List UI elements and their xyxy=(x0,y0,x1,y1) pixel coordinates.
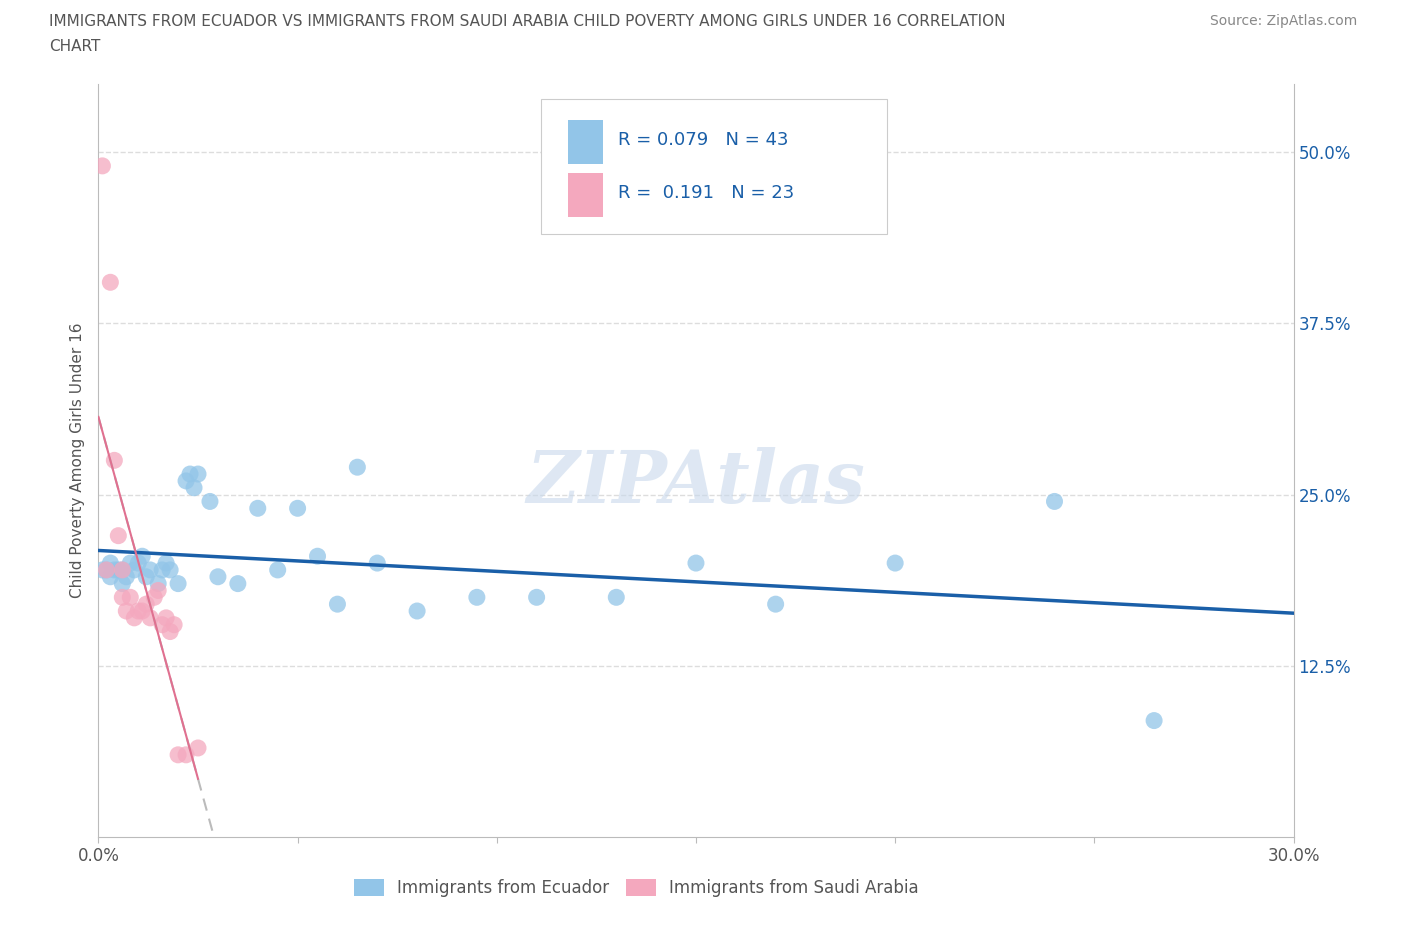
Point xyxy=(1043,494,1066,509)
Point xyxy=(174,473,197,488)
Point xyxy=(107,563,129,578)
Point xyxy=(187,740,209,755)
Point xyxy=(246,501,269,516)
Point xyxy=(287,501,309,516)
Point xyxy=(884,555,907,570)
Point xyxy=(115,569,138,584)
Point xyxy=(406,604,429,618)
Point xyxy=(103,453,125,468)
Point xyxy=(148,577,170,591)
Point xyxy=(226,577,249,591)
FancyBboxPatch shape xyxy=(568,173,603,217)
Point xyxy=(127,555,149,570)
Point xyxy=(198,494,221,509)
Point xyxy=(115,604,138,618)
Point xyxy=(139,610,162,625)
FancyBboxPatch shape xyxy=(568,120,603,165)
Point xyxy=(131,604,153,618)
Point xyxy=(91,158,114,173)
Point xyxy=(139,563,162,578)
Point xyxy=(150,618,173,632)
Point xyxy=(174,748,197,763)
Point xyxy=(131,549,153,564)
Text: R =  0.191   N = 23: R = 0.191 N = 23 xyxy=(619,184,794,202)
Point xyxy=(307,549,329,564)
Point xyxy=(465,590,488,604)
Point xyxy=(526,590,548,604)
Point xyxy=(150,563,173,578)
Point xyxy=(103,563,125,578)
Point xyxy=(605,590,627,604)
Point xyxy=(187,467,209,482)
Point xyxy=(127,604,149,618)
Point xyxy=(120,590,142,604)
Point xyxy=(183,480,205,495)
Point xyxy=(159,624,181,639)
Point xyxy=(124,563,146,578)
Point xyxy=(111,563,134,578)
Point xyxy=(366,555,388,570)
Point xyxy=(98,555,122,570)
Point xyxy=(96,563,118,578)
Text: CHART: CHART xyxy=(49,39,101,54)
Point xyxy=(91,563,114,578)
Point xyxy=(135,597,157,612)
Point xyxy=(765,597,787,612)
Point xyxy=(167,577,190,591)
Point xyxy=(155,555,177,570)
Text: R = 0.079   N = 43: R = 0.079 N = 43 xyxy=(619,131,789,149)
FancyBboxPatch shape xyxy=(541,99,887,234)
Point xyxy=(159,563,181,578)
Point xyxy=(107,528,129,543)
Text: ZIPAtlas: ZIPAtlas xyxy=(527,447,865,518)
Point xyxy=(1143,713,1166,728)
Point xyxy=(96,563,118,578)
Point xyxy=(685,555,707,570)
Point xyxy=(148,583,170,598)
Point xyxy=(111,563,134,578)
Point xyxy=(207,569,229,584)
Point xyxy=(179,467,201,482)
Point xyxy=(163,618,186,632)
Y-axis label: Child Poverty Among Girls Under 16: Child Poverty Among Girls Under 16 xyxy=(69,323,84,598)
Point xyxy=(135,569,157,584)
Point xyxy=(124,610,146,625)
Point xyxy=(267,563,290,578)
Point xyxy=(143,590,166,604)
Point xyxy=(155,610,177,625)
Text: IMMIGRANTS FROM ECUADOR VS IMMIGRANTS FROM SAUDI ARABIA CHILD POVERTY AMONG GIRL: IMMIGRANTS FROM ECUADOR VS IMMIGRANTS FR… xyxy=(49,14,1005,29)
Point xyxy=(98,275,122,290)
Point xyxy=(346,459,368,474)
Text: Source: ZipAtlas.com: Source: ZipAtlas.com xyxy=(1209,14,1357,28)
Point xyxy=(326,597,349,612)
Legend: Immigrants from Ecuador, Immigrants from Saudi Arabia: Immigrants from Ecuador, Immigrants from… xyxy=(347,872,925,904)
Point xyxy=(167,748,190,763)
Point xyxy=(98,569,122,584)
Point xyxy=(120,555,142,570)
Point xyxy=(111,577,134,591)
Point xyxy=(111,590,134,604)
